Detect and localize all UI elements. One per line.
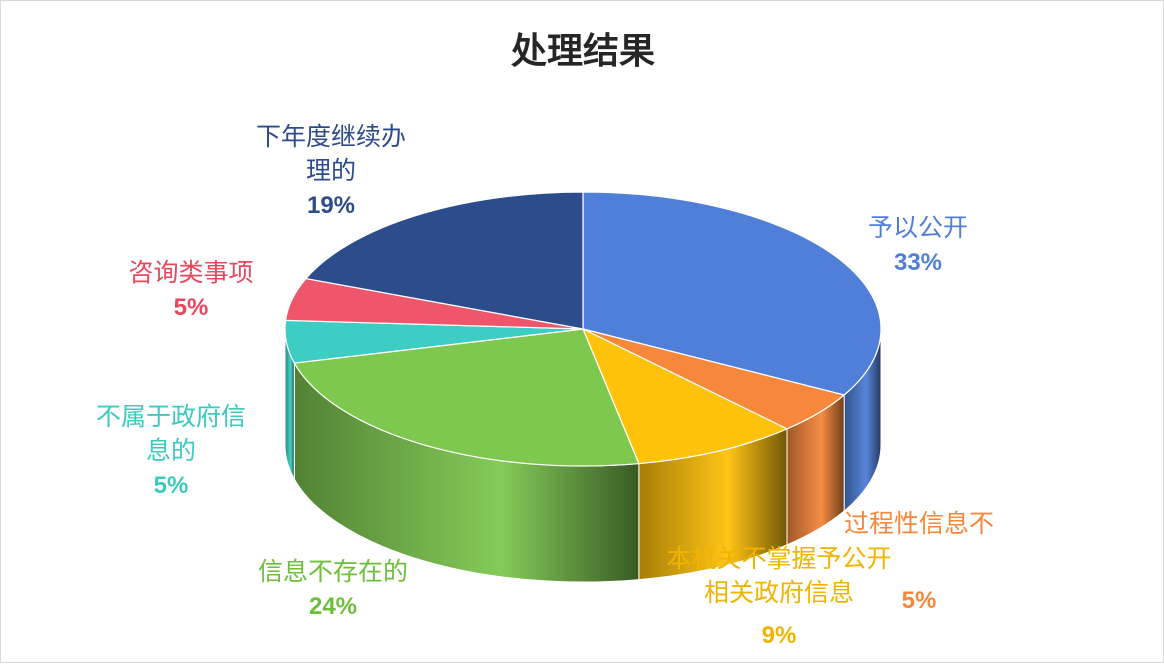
- slice-7-percent: 19%: [307, 192, 355, 219]
- slice-7-label-line: 下年度继续办: [256, 122, 406, 151]
- slice-5-label-line: 息的: [146, 436, 196, 465]
- slice-3-top: [581, 327, 789, 465]
- slice-7-label-line: 理的: [306, 156, 356, 185]
- slice-4-top: [293, 328, 640, 467]
- pie-top: [284, 191, 882, 467]
- pie-sides: [284, 328, 882, 583]
- slice-4-label-line: 信息不存在的: [258, 557, 408, 586]
- slice-3-percent: 9%: [762, 622, 797, 649]
- chart-title: 处理结果: [511, 31, 655, 72]
- slice-6-label-line: 咨询类事项: [128, 258, 253, 287]
- slice-7-top: [304, 191, 584, 330]
- slice-3-label-line: 本机关不掌握予公开: [666, 544, 891, 573]
- slice-6-percent: 5%: [174, 294, 209, 321]
- slice-5-percent: 5%: [154, 472, 189, 499]
- slice-3-label-line: 相关政府信息: [704, 578, 854, 607]
- slice-2-label-line: 过程性信息不: [844, 509, 994, 538]
- slice-4-percent: 24%: [309, 593, 357, 620]
- slice-1-percent: 33%: [894, 249, 942, 276]
- slice-1-top: [582, 191, 882, 396]
- slice-1-label-line: 予以公开: [868, 213, 968, 242]
- slice-2-percent: 5%: [902, 587, 937, 614]
- slice-5-label-line: 不属于政府信: [96, 402, 246, 431]
